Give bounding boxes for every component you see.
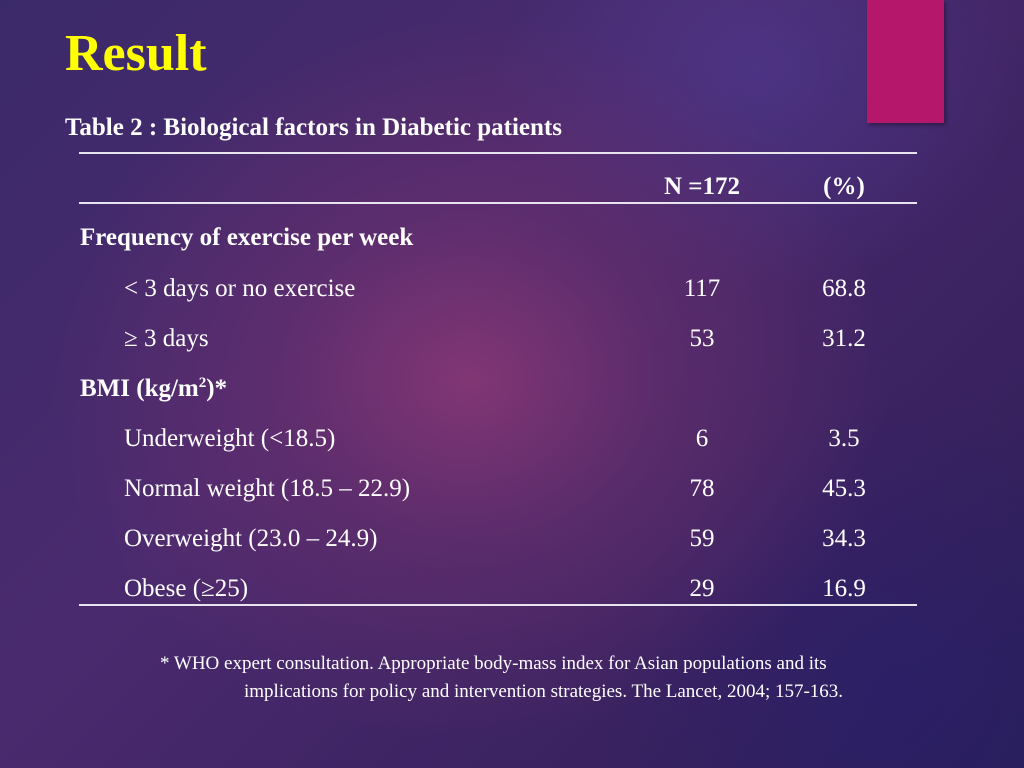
row-n: 59 <box>689 525 715 552</box>
table-bottom-rule <box>79 604 917 606</box>
row-label: < 3 days or no exercise <box>124 275 356 302</box>
footnote-line-1: * WHO expert consultation. Appropriate b… <box>160 653 827 674</box>
footnote: * WHO expert consultation. Appropriate b… <box>160 650 980 706</box>
row-label: Obese (≥25) <box>124 575 249 602</box>
accent-bar <box>867 0 944 123</box>
table-top-rule <box>79 152 917 154</box>
row-percent: 34.3 <box>822 525 866 552</box>
row-n: 6 <box>695 425 709 452</box>
row-label: Normal weight (18.5 – 22.9) <box>124 475 411 502</box>
footnote-line-2: implications for policy and intervention… <box>244 681 844 702</box>
row-percent: 45.3 <box>822 475 866 502</box>
bmi-label-suffix: )* <box>206 375 228 402</box>
row-percent: 31.2 <box>822 325 866 352</box>
table-header-rule <box>79 202 917 204</box>
table-caption: Table 2 : Biological factors in Diabetic… <box>65 114 562 141</box>
header-percent: (%) <box>823 173 865 200</box>
row-label: Underweight (<18.5) <box>124 425 336 452</box>
row-n: 117 <box>683 275 721 302</box>
bmi-label-superscript: 2 <box>198 375 207 391</box>
row-percent: 68.8 <box>822 275 866 302</box>
row-n: 78 <box>689 475 715 502</box>
row-n: 29 <box>689 575 715 602</box>
row-percent: 3.5 <box>828 425 860 452</box>
header-n: N =172 <box>663 173 741 200</box>
slide-title: Result <box>65 25 207 82</box>
section-label-bmi: BMI (kg/m2)* <box>80 374 227 404</box>
row-label: Overweight (23.0 – 24.9) <box>124 525 378 552</box>
row-label: ≥ 3 days <box>124 325 209 352</box>
section-label-exercise: Frequency of exercise per week <box>80 224 414 251</box>
bmi-label-prefix: BMI (kg/m <box>80 375 199 402</box>
row-percent: 16.9 <box>822 575 866 602</box>
row-n: 53 <box>689 325 715 352</box>
